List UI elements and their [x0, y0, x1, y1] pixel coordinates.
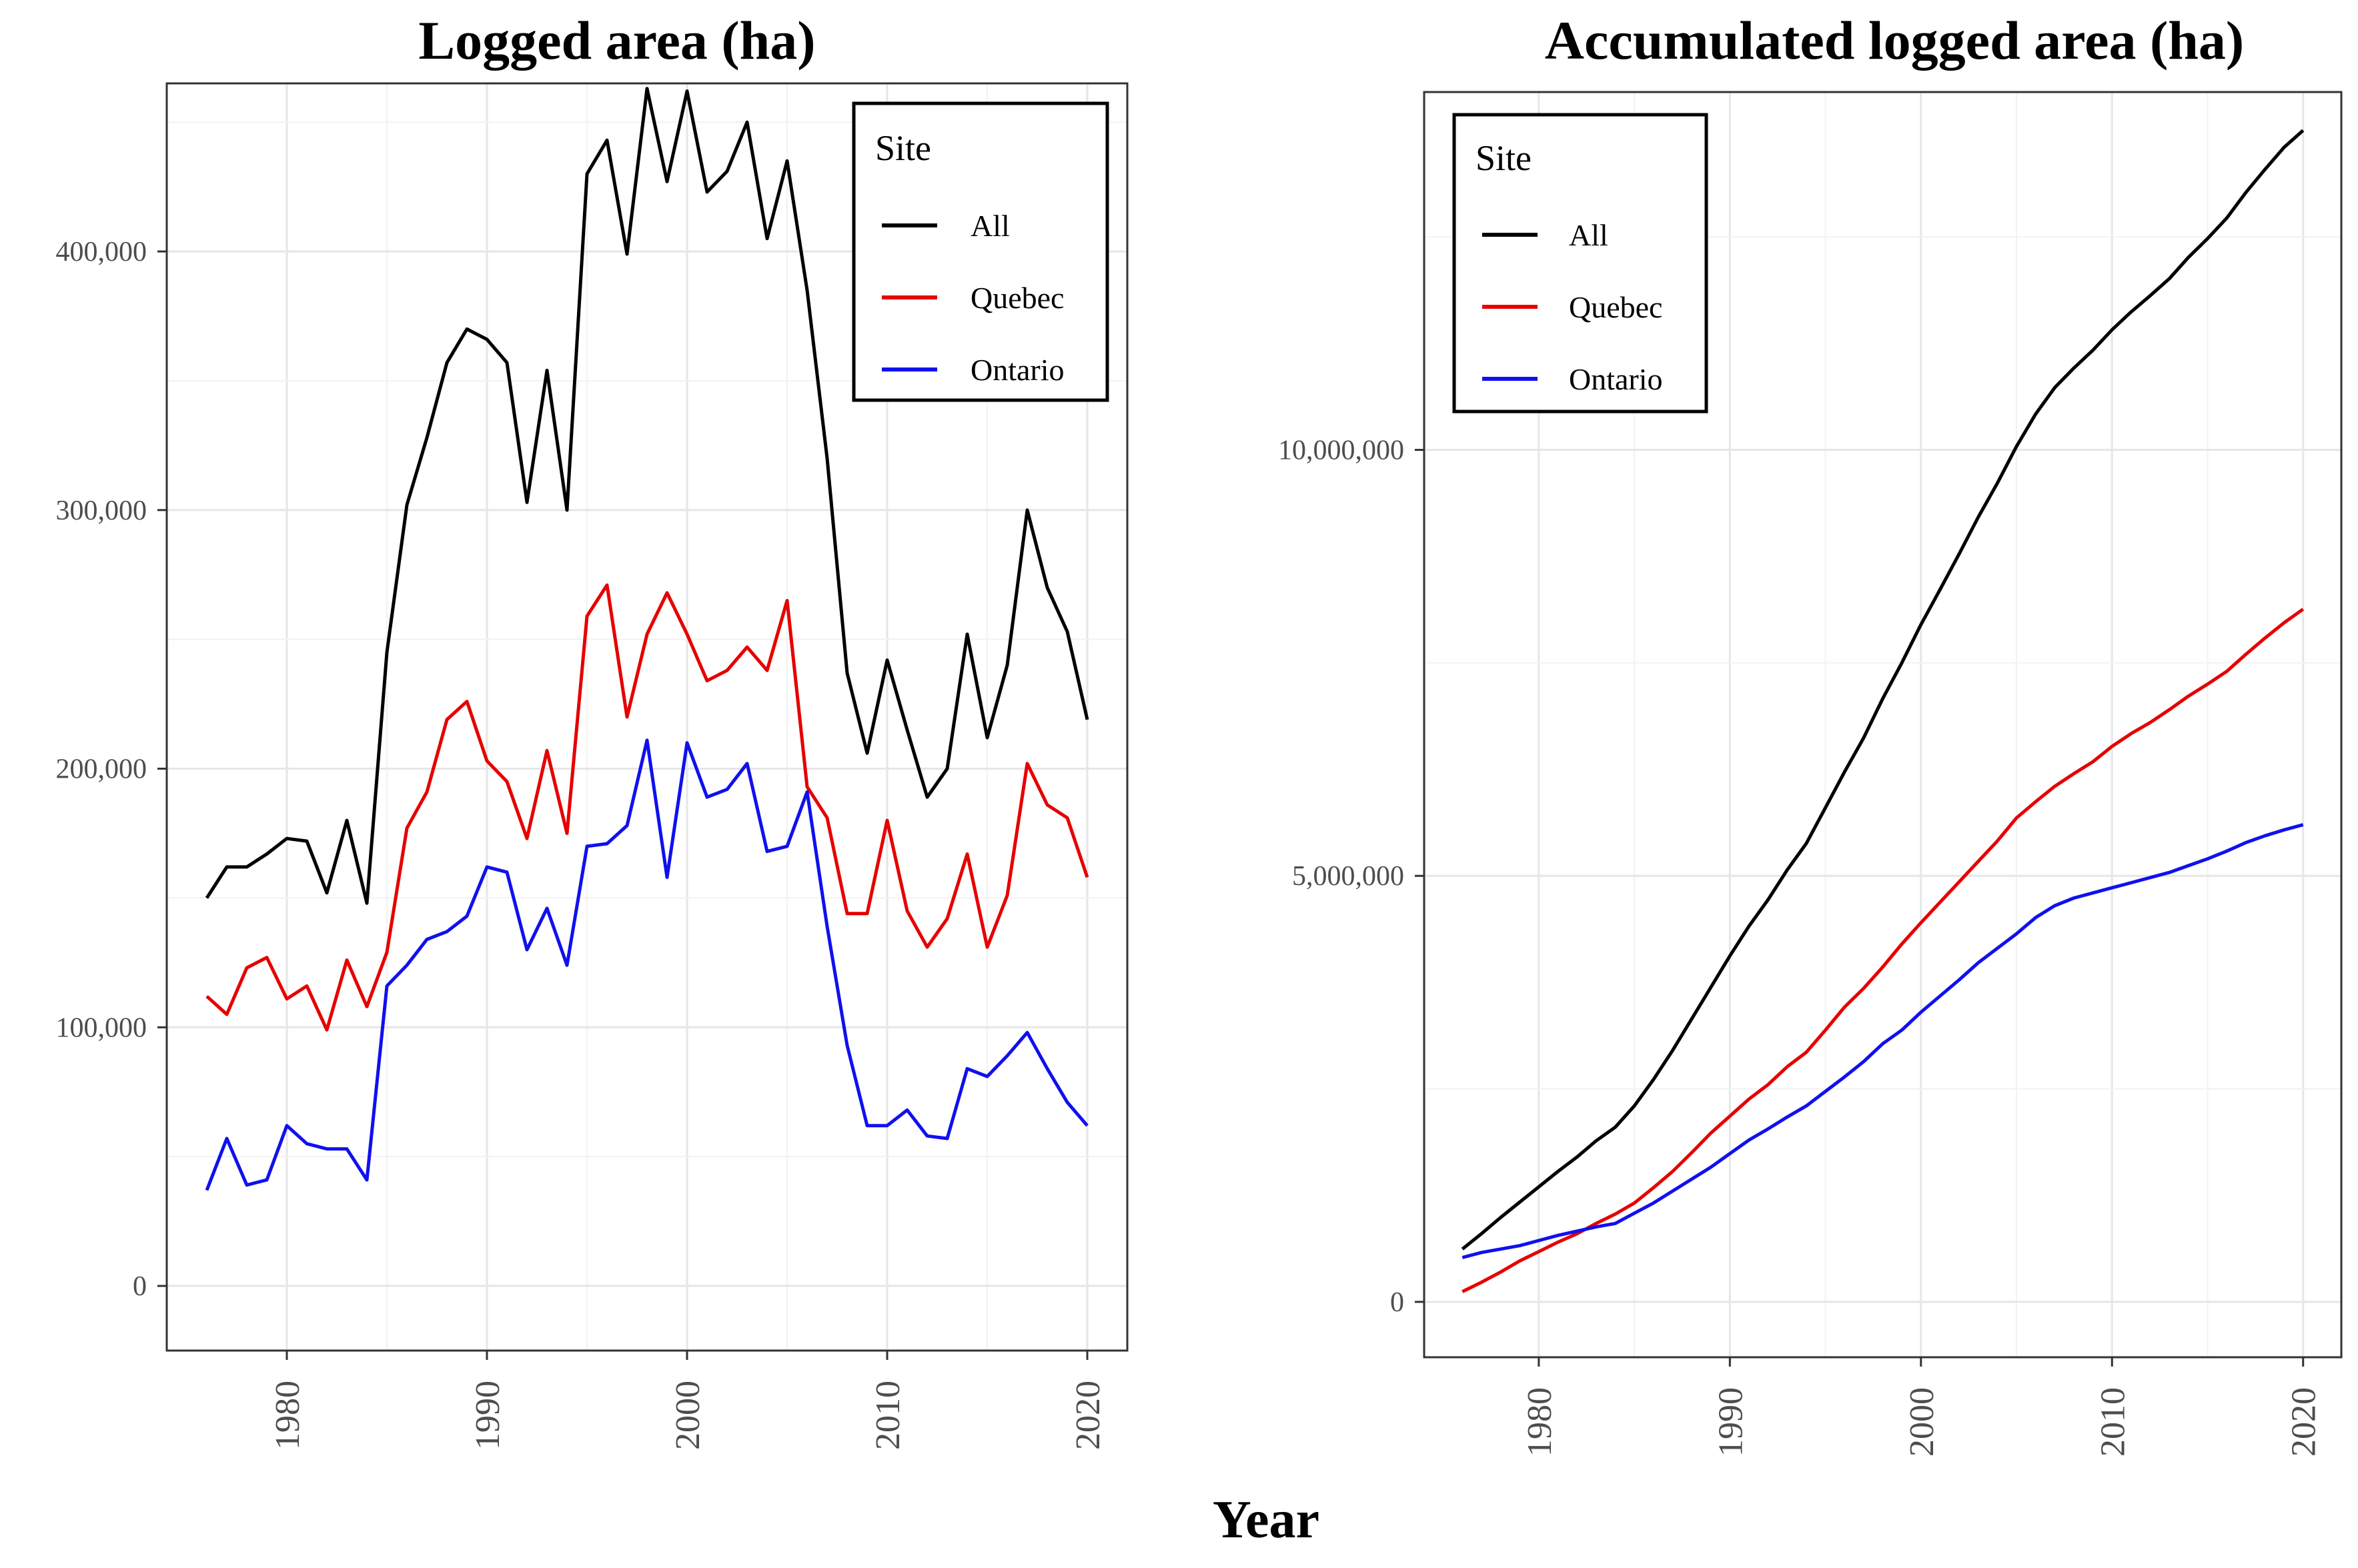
- series-line-ontario: [205, 738, 1089, 1191]
- x-tick-label: 1990: [1712, 1387, 1750, 1457]
- x-tick-label: 2020: [1069, 1381, 1107, 1450]
- legend-title: Site: [1476, 138, 1532, 178]
- series-lines: [205, 87, 1089, 1191]
- legend-title: Site: [875, 128, 931, 168]
- x-axis-ticks: 1980 1990 2000 2010 2020: [1521, 1357, 2323, 1457]
- series-lines: [1461, 129, 2305, 1293]
- chart-title-logged-area: Logged area (ha): [418, 10, 815, 71]
- x-tick-label: 2020: [2285, 1387, 2323, 1457]
- legend-box: [1452, 113, 1708, 414]
- legend-label-all: All: [1569, 218, 1608, 252]
- x-tick-label: 1990: [469, 1381, 507, 1450]
- legend-label-ontario: Ontario: [1569, 362, 1663, 396]
- legend-accumulated: Site All Quebec Ontario: [1452, 113, 1708, 414]
- legend-label-quebec: Quebec: [971, 281, 1064, 315]
- y-tick-label: 5,000,000: [1292, 861, 1404, 892]
- shared-x-axis-label: Year: [1213, 1491, 1319, 1549]
- series-line-quebec: [1461, 608, 2305, 1293]
- y-axis-ticks: 0 5,000,000 10,000,000: [1278, 436, 1424, 1318]
- legend-logged: Site All Quebec Ontario: [852, 101, 1109, 402]
- x-tick-label: 2000: [669, 1381, 707, 1450]
- legend-label-quebec: Quebec: [1569, 290, 1662, 324]
- y-axis-ticks: 0 100,000 200,000 300,000 400,000: [56, 237, 167, 1302]
- series-line-all: [1461, 129, 2305, 1251]
- y-tick-label: 400,000: [56, 237, 147, 267]
- series-line-all: [205, 87, 1089, 905]
- y-tick-label: 200,000: [56, 754, 147, 785]
- chart-title-accumulated: Accumulated logged area (ha): [1545, 10, 2244, 71]
- y-tick-label: 100,000: [56, 1012, 147, 1043]
- y-tick-label: 0: [133, 1271, 147, 1302]
- legend-box: [852, 101, 1109, 402]
- series-line-quebec: [205, 583, 1089, 1032]
- panel-logged-area: Logged area (ha) 0 100,000 200,000 300,000 4…: [56, 10, 1129, 1450]
- x-tick-label: 1980: [269, 1381, 307, 1450]
- legend-label-all: All: [971, 209, 1010, 243]
- y-tick-label: 300,000: [56, 496, 147, 526]
- plot-border-accumulated: [1423, 91, 2343, 1359]
- x-tick-label: 1980: [1521, 1387, 1559, 1457]
- x-tick-label: 2010: [2094, 1387, 2132, 1457]
- panel-accumulated-logged-area: Accumulated logged area (ha) 0 5,000,000 1…: [1278, 10, 2343, 1457]
- series-line-ontario: [1461, 823, 2304, 1259]
- plot-border-logged: [165, 82, 1129, 1352]
- legend-label-ontario: Ontario: [971, 353, 1065, 387]
- x-tick-label: 2000: [1903, 1387, 1941, 1457]
- x-tick-label: 2010: [869, 1381, 907, 1450]
- y-tick-label: 10,000,000: [1278, 436, 1404, 466]
- x-axis-ticks: 1980 1990 2000 2010 2020: [269, 1351, 1107, 1450]
- y-tick-label: 0: [1390, 1287, 1404, 1318]
